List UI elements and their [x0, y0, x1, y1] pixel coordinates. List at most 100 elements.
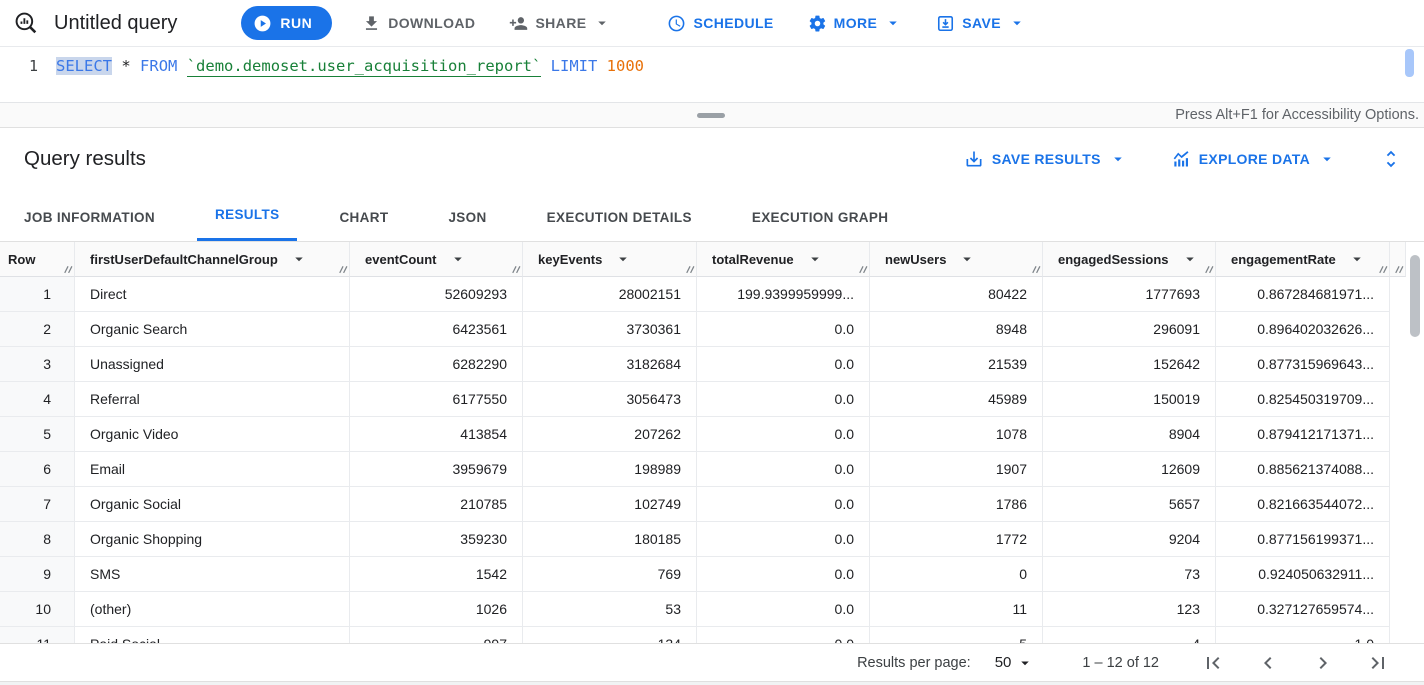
chevron-down-icon — [1318, 150, 1336, 168]
share-button[interactable]: SHARE — [505, 14, 615, 33]
tab-job-information[interactable]: JOB INFORMATION — [24, 209, 155, 225]
column-label: totalRevenue — [712, 251, 794, 267]
table-cell: 0.0 — [697, 487, 870, 522]
table-scrollbar-thumb[interactable] — [1410, 255, 1420, 337]
column-header-totalrevenue[interactable]: totalRevenue — [697, 242, 870, 277]
table-row: 6 Email 3959679 198989 0.0 1907 12609 0.8856213… — [0, 452, 1424, 487]
column-resize-handle-icon[interactable] — [1377, 263, 1388, 274]
column-header-row[interactable]: Row — [0, 242, 75, 277]
table-cell: 1777693 — [1043, 277, 1216, 312]
sql-keyword-select: SELECT — [56, 57, 112, 75]
column-resize-handle-icon[interactable] — [684, 263, 695, 274]
table-cell: 1.0 — [1216, 627, 1390, 643]
column-header-engagementrate[interactable]: engagementRate — [1216, 242, 1390, 277]
table-cell: 1786 — [870, 487, 1043, 522]
chevron-down-icon — [1008, 14, 1026, 32]
column-resize-handle-icon[interactable] — [857, 263, 868, 274]
tab-execution-graph[interactable]: EXECUTION GRAPH — [751, 209, 889, 225]
column-header-eventcount[interactable]: eventCount — [350, 242, 523, 277]
window-bottom-strip — [0, 681, 1424, 685]
table-cell: Paid Social — [75, 627, 350, 643]
column-menu-arrow-icon[interactable] — [614, 250, 632, 268]
chevron-down-icon — [1109, 150, 1127, 168]
table-cell: 123 — [1043, 592, 1216, 627]
table-cell: 6423561 — [350, 312, 523, 347]
table-cell: SMS — [75, 557, 350, 592]
column-label: Row — [8, 251, 36, 267]
table-cell: 4 — [1043, 627, 1216, 643]
table-cell: 0 — [870, 557, 1043, 592]
table-cell: 1542 — [350, 557, 523, 592]
column-resize-handle-icon[interactable] — [1030, 263, 1041, 274]
tab-chart[interactable]: CHART — [339, 209, 389, 225]
sql-star: * — [121, 57, 131, 75]
table-cell: Referral — [75, 382, 350, 417]
page-size-select[interactable]: 50 — [995, 654, 1035, 672]
column-resize-handle-icon[interactable] — [337, 263, 348, 274]
column-menu-arrow-icon[interactable] — [449, 250, 467, 268]
column-resize-handle-icon[interactable] — [1203, 263, 1214, 274]
table-cell: 9204 — [1043, 522, 1216, 557]
column-header-engagedsessions[interactable]: engagedSessions — [1043, 242, 1216, 277]
editor-scrollbar[interactable] — [1405, 49, 1414, 77]
table-cell: Direct — [75, 277, 350, 312]
save-results-button[interactable]: SAVE RESULTS — [964, 149, 1127, 169]
column-menu-arrow-icon[interactable] — [290, 250, 308, 268]
table-row: 10 (other) 1026 53 0.0 11 123 0.327127659574... — [0, 592, 1424, 627]
column-menu-arrow-icon[interactable] — [958, 250, 976, 268]
expand-panel-button[interactable] — [1380, 148, 1402, 170]
table-row: 4 Referral 6177550 3056473 0.0 45989 150019 0.8… — [0, 382, 1424, 417]
previous-page-button[interactable] — [1256, 651, 1280, 675]
query-title[interactable]: Untitled query — [54, 11, 178, 34]
table-cell: 0.877156199371... — [1216, 522, 1390, 557]
tab-json[interactable]: JSON — [448, 209, 487, 225]
first-page-button[interactable] — [1201, 651, 1225, 675]
table-cell: 0.0 — [697, 592, 870, 627]
table-cell: 210785 — [350, 487, 523, 522]
table-cell: 0.924050632911... — [1216, 557, 1390, 592]
table-cell: 152642 — [1043, 347, 1216, 382]
table-cell: 8948 — [870, 312, 1043, 347]
table-cell: 8904 — [1043, 417, 1216, 452]
last-page-button[interactable] — [1366, 651, 1390, 675]
column-label: eventCount — [365, 251, 437, 267]
sql-table-reference-link[interactable]: `demo.demoset.user_acquisition_report` — [186, 57, 542, 77]
column-header-keyevents[interactable]: keyEvents — [523, 242, 697, 277]
tab-execution-details[interactable]: EXECUTION DETAILS — [546, 209, 692, 225]
column-resize-handle-icon[interactable] — [62, 263, 73, 274]
person-add-icon — [509, 14, 528, 33]
table-cell: Unassigned — [75, 347, 350, 382]
table-cell: 134 — [523, 627, 697, 643]
table-cell: 21539 — [870, 347, 1043, 382]
download-button[interactable]: DOWNLOAD — [358, 14, 479, 33]
column-menu-arrow-icon[interactable] — [1348, 250, 1366, 268]
column-header-firstuserdefaultchannelgroup[interactable]: firstUserDefaultChannelGroup — [75, 242, 350, 277]
more-button[interactable]: MORE — [804, 14, 907, 33]
explore-data-button[interactable]: EXPLORE DATA — [1171, 149, 1336, 169]
column-menu-arrow-icon[interactable] — [806, 250, 824, 268]
splitter-drag-handle[interactable] — [697, 113, 725, 118]
schedule-button[interactable]: SCHEDULE — [663, 14, 777, 33]
column-header-newusers[interactable]: newUsers — [870, 242, 1043, 277]
accessibility-hint: Press Alt+F1 for Accessibility Options. — [1175, 107, 1419, 123]
tab-results[interactable]: RESULTS — [197, 190, 298, 241]
table-cell: 0.879412171371... — [1216, 417, 1390, 452]
first-page-icon — [1201, 651, 1225, 675]
table-cell: 0.867284681971... — [1216, 277, 1390, 312]
next-page-button[interactable] — [1311, 651, 1335, 675]
table-cell: 6282290 — [350, 347, 523, 382]
table-cell: Email — [75, 452, 350, 487]
gear-icon — [808, 14, 827, 33]
table-resize-handle-icon[interactable] — [1393, 263, 1404, 274]
table-cell: 0.825450319709... — [1216, 382, 1390, 417]
column-resize-handle-icon[interactable] — [510, 263, 521, 274]
sql-code-line[interactable]: SELECT * FROM `demo.demoset.user_acquisi… — [56, 56, 644, 102]
save-button[interactable]: SAVE — [932, 14, 1030, 33]
column-menu-arrow-icon[interactable] — [1181, 250, 1199, 268]
pane-splitter: Press Alt+F1 for Accessibility Options. — [0, 102, 1424, 128]
run-button[interactable]: RUN — [241, 6, 333, 40]
sql-editor[interactable]: 1 SELECT * FROM `demo.demoset.user_acqui… — [0, 47, 1424, 102]
line-number: 1 — [28, 57, 38, 75]
column-label: keyEvents — [538, 251, 603, 267]
table-scrollbar[interactable] — [1406, 242, 1424, 643]
